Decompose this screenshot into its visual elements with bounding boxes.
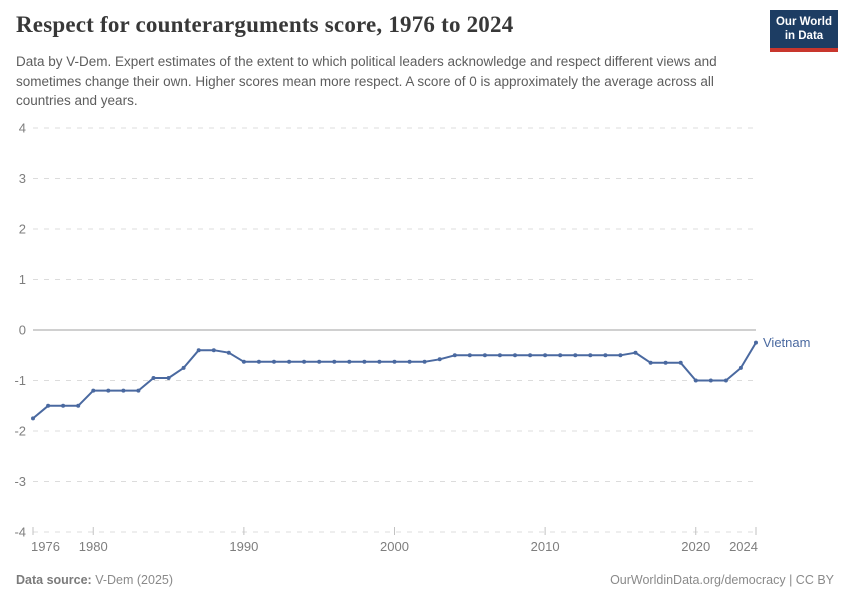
data-point <box>226 350 231 355</box>
data-point <box>106 388 111 393</box>
y-axis-tick-label: -4 <box>14 525 26 540</box>
data-point <box>347 359 352 364</box>
data-point <box>136 388 141 393</box>
data-point <box>663 360 668 365</box>
data-point <box>603 353 608 358</box>
data-point <box>76 403 81 408</box>
data-point <box>377 359 382 364</box>
y-axis-tick-label: -3 <box>14 474 26 489</box>
data-point <box>241 359 246 364</box>
chart-footer: Data source: V-Dem (2025) OurWorldinData… <box>16 572 834 588</box>
x-axis-tick-label: 2010 <box>531 539 560 554</box>
data-point <box>482 353 487 358</box>
data-point <box>678 360 683 365</box>
data-point <box>497 353 502 358</box>
data-point <box>91 388 96 393</box>
data-point <box>181 365 186 370</box>
data-point <box>317 359 322 364</box>
logo-line2: in Data <box>784 30 824 42</box>
data-point <box>543 353 548 358</box>
x-axis-tick-label: 1980 <box>79 539 108 554</box>
data-point <box>708 378 713 383</box>
y-axis-tick-label: 4 <box>19 121 26 136</box>
data-line <box>32 341 757 420</box>
series-label: Vietnam <box>763 335 810 350</box>
data-point <box>467 353 472 358</box>
data-point <box>272 359 276 364</box>
data-point <box>196 348 201 353</box>
data-point <box>121 388 126 393</box>
data-point <box>738 365 743 370</box>
data-point <box>633 350 638 355</box>
page-title: Respect for counterarguments score, 1976… <box>16 12 514 37</box>
logo-line1: Our World <box>775 15 832 28</box>
data-point <box>151 376 156 380</box>
data-point <box>46 403 51 408</box>
y-axis-tick-label: -1 <box>14 373 26 388</box>
data-point <box>723 378 728 383</box>
data-point <box>302 359 307 364</box>
data-point <box>618 353 623 358</box>
data-source: Data source: V-Dem (2025) <box>16 573 173 587</box>
data-point <box>61 403 66 408</box>
data-point <box>558 353 563 358</box>
data-point <box>693 378 698 383</box>
x-axis-tick-label: 1976 <box>31 539 60 554</box>
data-point <box>452 353 457 358</box>
data-point <box>287 359 292 364</box>
x-axis-tick-label: 1990 <box>229 539 258 554</box>
data-point <box>332 359 337 364</box>
data-point <box>256 359 261 364</box>
data-point <box>362 359 367 364</box>
data-point <box>437 357 442 362</box>
data-point <box>211 348 216 353</box>
data-point <box>754 340 758 345</box>
y-axis-tick-label: 1 <box>19 272 26 287</box>
chart-subtitle: Data by V-Dem. Expert estimates of the e… <box>16 54 717 109</box>
data-point <box>422 359 427 364</box>
data-point <box>588 353 593 358</box>
data-point <box>166 376 171 380</box>
data-point <box>513 353 517 358</box>
y-axis-tick-label: 0 <box>19 323 26 338</box>
data-source-value: V-Dem (2025) <box>91 573 174 587</box>
data-point <box>31 416 35 421</box>
y-axis-tick-label: 2 <box>19 222 26 237</box>
x-axis-tick-label: 2024 <box>729 539 758 554</box>
data-point <box>392 359 397 364</box>
data-point <box>528 353 533 358</box>
data-source-label: Data source: <box>16 573 92 587</box>
data-point <box>648 360 653 365</box>
data-point <box>407 359 412 364</box>
x-axis-tick-label: 2000 <box>380 539 409 554</box>
y-axis-tick-label: -2 <box>14 424 26 439</box>
owid-logo[interactable]: Our World in Data <box>770 10 838 52</box>
x-axis-tick-label: 2020 <box>681 539 710 554</box>
data-point <box>573 353 578 358</box>
y-axis-tick-label: 3 <box>19 171 26 186</box>
license-link[interactable]: OurWorldinData.org/democracy | CC BY <box>610 573 834 587</box>
